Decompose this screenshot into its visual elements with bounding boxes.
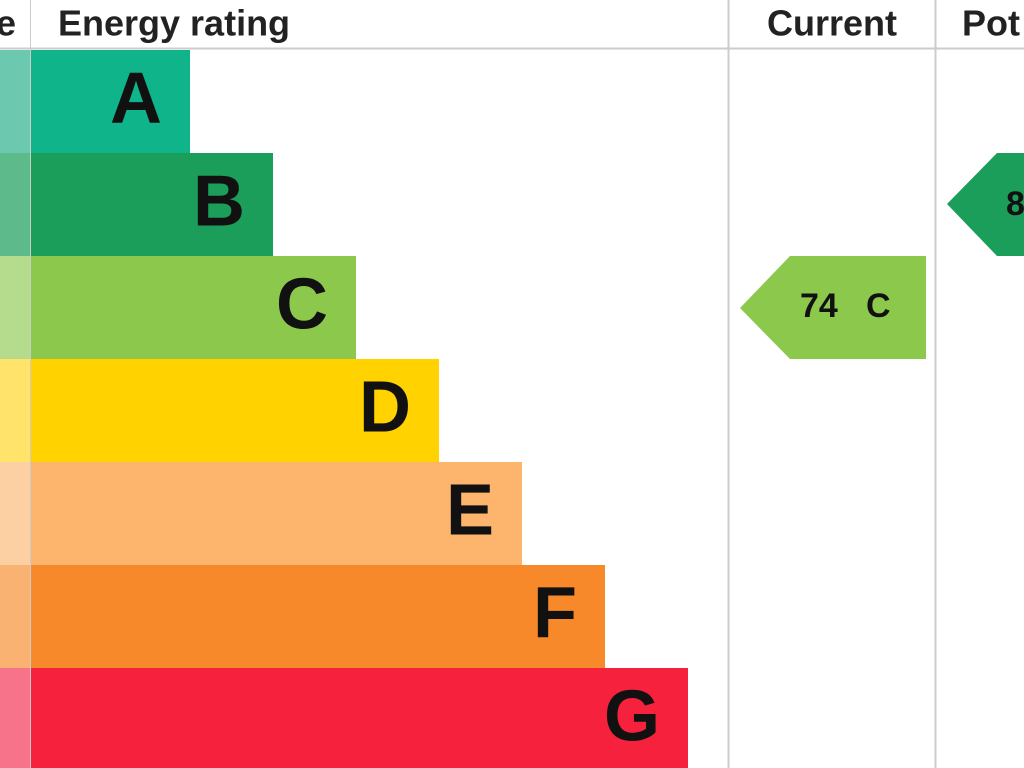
band-bar bbox=[31, 565, 605, 668]
band-letter: G bbox=[604, 677, 660, 757]
band-letter: D bbox=[359, 368, 411, 448]
score-strip bbox=[0, 50, 30, 153]
band-bar bbox=[31, 153, 273, 256]
band-bar bbox=[31, 668, 688, 768]
score-strip bbox=[0, 668, 30, 768]
current-arrow bbox=[740, 256, 926, 359]
potential-score: 8 bbox=[1006, 185, 1024, 223]
band-bar bbox=[31, 462, 522, 565]
band-letter: C bbox=[276, 265, 328, 345]
score-strip bbox=[0, 565, 30, 668]
score-strip bbox=[0, 256, 30, 359]
score-strip bbox=[0, 359, 30, 462]
rating-header: Energy rating bbox=[58, 3, 290, 44]
score-header: e bbox=[0, 3, 16, 44]
band-bar bbox=[31, 50, 190, 153]
current-header: Current bbox=[767, 3, 897, 44]
band-letter: A bbox=[110, 59, 162, 139]
band-bar bbox=[31, 256, 356, 359]
score-strip bbox=[0, 462, 30, 565]
potential-arrow bbox=[947, 153, 1024, 256]
band-letter: F bbox=[533, 574, 577, 654]
potential-header: Pot bbox=[962, 3, 1020, 44]
score-strip bbox=[0, 153, 30, 256]
band-letter: B bbox=[193, 162, 245, 242]
band-bar bbox=[31, 359, 439, 462]
band-letter: E bbox=[446, 471, 494, 551]
current-band: C bbox=[866, 287, 891, 325]
current-score: 74 bbox=[800, 287, 838, 325]
